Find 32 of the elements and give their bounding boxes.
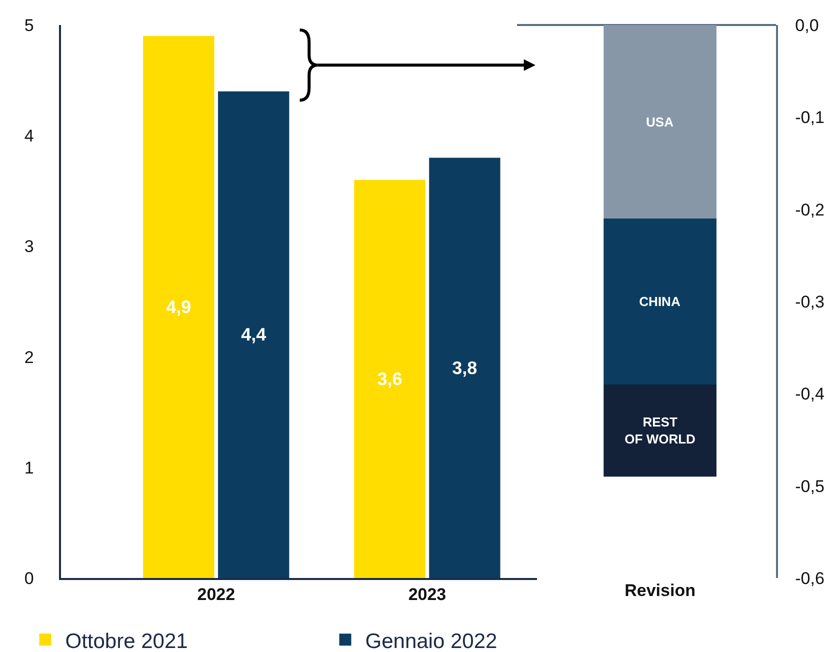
y-tick-label: -0,4 bbox=[795, 384, 824, 404]
y-tick-label: 5 bbox=[24, 16, 34, 35]
y-tick-label: -0,5 bbox=[795, 476, 824, 496]
y-tick-label: -0,3 bbox=[795, 292, 824, 312]
x-tick-label: 2022 bbox=[197, 585, 236, 604]
series-label: CHINA bbox=[639, 294, 681, 309]
y-tick-label: -0,2 bbox=[795, 200, 824, 220]
y-tick-label: 2 bbox=[24, 348, 34, 367]
data-label: 4,9 bbox=[166, 297, 192, 318]
bar bbox=[429, 158, 500, 578]
data-label: 3,6 bbox=[377, 368, 402, 389]
y-tick-label: -0,1 bbox=[795, 108, 824, 128]
data-label: 3,8 bbox=[452, 358, 478, 378]
bar bbox=[604, 25, 716, 219]
bar bbox=[218, 91, 290, 578]
series-label: USA bbox=[646, 114, 674, 130]
x-tick-label: 2023 bbox=[408, 585, 446, 604]
bar bbox=[354, 180, 426, 578]
bar bbox=[604, 218, 716, 384]
bar bbox=[143, 36, 214, 578]
y-tick-label: -0,6 bbox=[795, 568, 824, 588]
data-label: 4,4 bbox=[241, 324, 266, 345]
y-tick-label: 4 bbox=[24, 126, 34, 146]
bar bbox=[604, 384, 716, 477]
y-tick-label: 0 bbox=[24, 568, 34, 588]
legend-label: Gennaio 2022 bbox=[365, 630, 498, 652]
series-label: REST OF WORLD bbox=[624, 414, 696, 446]
y-tick-label: 0,0 bbox=[795, 16, 819, 35]
y-tick-label: 1 bbox=[24, 458, 34, 478]
x-tick-label: Revision bbox=[624, 581, 696, 600]
y-tick-label: 3 bbox=[24, 237, 34, 256]
legend-label: Ottobre 2021 bbox=[65, 630, 188, 652]
